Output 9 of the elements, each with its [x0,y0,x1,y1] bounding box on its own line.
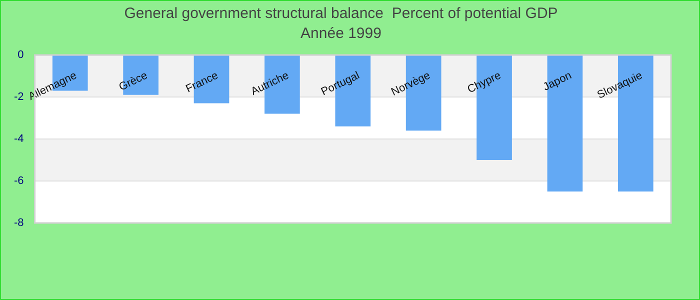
chart-subtitle: Année 1999 [300,25,382,42]
y-tick-label: 0 [18,49,24,62]
chart-title: General government structural balance Percent of potential GDP [124,5,558,22]
y-tick-label: -4 [14,133,24,146]
y-tick-label: -8 [14,217,24,230]
x-tick-label: Japon [541,70,574,94]
y-tick-label: -2 [14,91,24,104]
x-tick-label: Grèce [117,70,150,94]
y-tick-label: -6 [14,175,24,188]
